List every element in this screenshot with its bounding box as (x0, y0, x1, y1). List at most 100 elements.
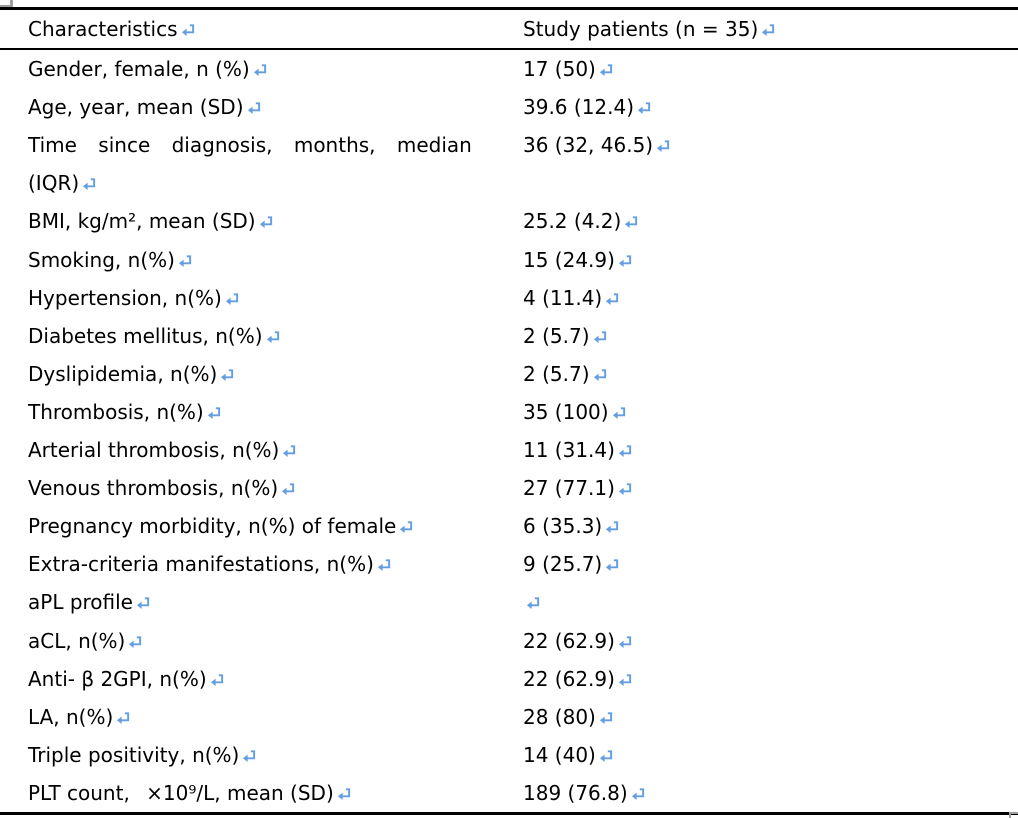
value-text: 4 (11.4) (523, 285, 603, 310)
paragraph-mark-icon (599, 750, 612, 762)
paragraph-mark-icon (618, 254, 632, 267)
characteristic-cell[interactable]: Time since diagnosis, months, median (IQR… (28, 126, 508, 202)
table-row: Triple positivity, n(%) 14 (40) (0, 736, 1018, 774)
characteristic-cell[interactable]: Hypertension, n(%) (28, 279, 508, 317)
header-label: Characteristics (28, 17, 178, 41)
characteristic-cell[interactable]: Age, year, mean (SD) (28, 88, 508, 126)
patient-characteristics-table: Characteristics Study patients (n = 35) … (0, 7, 1018, 815)
value-cell[interactable]: 25.2 (4.2) (523, 202, 1018, 240)
characteristic-label: Diabetes mellitus, n(%) (28, 323, 263, 348)
table-move-handle[interactable] (0, 0, 13, 8)
characteristic-cell[interactable]: BMI, kg/m², mean (SD) (28, 202, 508, 240)
value-text: 22 (62.9) (523, 666, 615, 691)
paragraph-mark-icon (337, 788, 350, 800)
value-cell[interactable]: 4 (11.4) (523, 279, 1018, 317)
paragraph-mark-icon (283, 445, 296, 457)
characteristic-cell[interactable]: Venous thrombosis, n(%) (28, 469, 508, 507)
paragraph-mark-icon (762, 24, 775, 36)
value-cell[interactable]: 36 (32, 46.5) (523, 126, 1018, 164)
value-cell[interactable]: 35 (100) (523, 393, 1018, 431)
characteristic-cell[interactable]: Pregnancy morbidity, n(%) of female (28, 507, 508, 545)
value-cell[interactable]: 15 (24.9) (523, 241, 1018, 279)
table-row: Venous thrombosis, n(%) 27 (77.1) (0, 469, 1018, 507)
paragraph-mark-icon (612, 407, 625, 419)
characteristic-cell[interactable]: Thrombosis, n(%) (28, 393, 508, 431)
characteristic-label: Dyslipidemia, n(%) (28, 361, 218, 386)
value-cell[interactable] (523, 583, 1018, 621)
characteristic-cell[interactable]: Extra-criteria manifestations, n(%) (28, 545, 508, 583)
characteristic-label: Arterial thrombosis, n(%) (28, 438, 280, 463)
header-label: Study patients (n = 35) (523, 17, 759, 41)
value-text: 22 (62.9) (523, 628, 615, 653)
value-cell[interactable]: 14 (40) (523, 736, 1018, 774)
characteristic-cell[interactable]: PLT count, ×10⁹/L, mean (SD) (28, 774, 508, 812)
characteristic-label: Age, year, mean (SD) (28, 95, 244, 120)
characteristic-label: Time since diagnosis, months, median (28, 133, 472, 158)
characteristic-label: PLT count, ×10⁹/L, mean (SD) (28, 780, 334, 805)
paragraph-mark-icon (247, 102, 260, 115)
characteristic-cell[interactable]: Diabetes mellitus, n(%) (28, 317, 508, 355)
table-row: PLT count, ×10⁹/L, mean (SD) 189 (76.8) (0, 774, 1018, 812)
value-text: 25.2 (4.2) (523, 209, 622, 234)
table-row: BMI, kg/m², mean (SD) 25.2 (4.2) (0, 202, 1018, 240)
table-row: Hypertension, n(%) 4 (11.4) (0, 279, 1018, 317)
characteristic-label: Venous thrombosis, n(%) (28, 476, 279, 501)
characteristic-cell[interactable]: Triple positivity, n(%) (28, 736, 508, 774)
table-row: aCL, n(%) 22 (62.9) (0, 622, 1018, 660)
characteristic-label: aPL profile (28, 590, 133, 615)
paragraph-mark-icon (637, 102, 651, 115)
value-cell[interactable]: 6 (35.3) (523, 507, 1018, 545)
table-header-row: Characteristics Study patients (n = 35) (0, 10, 1018, 51)
table-row: Arterial thrombosis, n(%) 11 (31.4) (0, 431, 1018, 469)
value-cell[interactable]: 2 (5.7) (523, 355, 1018, 393)
paragraph-mark-icon (117, 712, 130, 724)
table-body: Gender, female, n (%) 17 (50) Age, year,… (0, 50, 1018, 812)
paragraph-mark-icon (282, 483, 295, 496)
paragraph-mark-icon (606, 559, 619, 572)
characteristic-label: LA, n(%) (28, 704, 114, 729)
characteristic-cell[interactable]: Arterial thrombosis, n(%) (28, 431, 508, 469)
paragraph-mark-icon (657, 140, 670, 153)
paragraph-mark-icon (631, 788, 644, 800)
value-cell[interactable]: 39.6 (12.4) (523, 88, 1018, 126)
paragraph-mark-icon (625, 216, 638, 229)
characteristic-cell[interactable]: aPL profile (28, 583, 508, 621)
header-cell-characteristics[interactable]: Characteristics (28, 10, 508, 48)
table-row: Pregnancy morbidity, n(%) of female 6 (3… (0, 507, 1018, 545)
paragraph-mark-icon (599, 712, 612, 724)
value-text: 6 (35.3) (523, 514, 603, 539)
table-row: Time since diagnosis, months, median (IQR… (0, 126, 1018, 202)
table-row: Anti- β 2GPI, n(%) 22 (62.9) (0, 660, 1018, 698)
table-resize-handle[interactable] (1009, 812, 1018, 818)
characteristic-cell[interactable]: Dyslipidemia, n(%) (28, 355, 508, 393)
value-cell[interactable]: 2 (5.7) (523, 317, 1018, 355)
characteristic-label: Smoking, n(%) (28, 247, 175, 272)
value-text: 2 (5.7) (523, 323, 590, 348)
value-cell[interactable]: 9 (25.7) (523, 545, 1018, 583)
value-cell[interactable]: 189 (76.8) (523, 774, 1018, 812)
value-cell[interactable]: 17 (50) (523, 50, 1018, 88)
paragraph-mark-icon (181, 24, 194, 36)
value-cell[interactable]: 28 (80) (523, 698, 1018, 736)
paragraph-mark-icon (599, 64, 612, 77)
table-row: Gender, female, n (%) 17 (50) (0, 50, 1018, 88)
value-text: 11 (31.4) (523, 438, 615, 463)
characteristic-cell[interactable]: LA, n(%) (28, 698, 508, 736)
value-cell[interactable]: 22 (62.9) (523, 622, 1018, 660)
paragraph-mark-icon (243, 750, 256, 762)
value-cell[interactable]: 27 (77.1) (523, 469, 1018, 507)
paragraph-mark-icon (207, 407, 220, 419)
value-cell[interactable]: 11 (31.4) (523, 431, 1018, 469)
value-cell[interactable]: 22 (62.9) (523, 660, 1018, 698)
characteristic-label: Pregnancy morbidity, n(%) of female (28, 514, 397, 539)
characteristic-cell[interactable]: Anti- β 2GPI, n(%) (28, 660, 508, 698)
characteristic-cell[interactable]: aCL, n(%) (28, 622, 508, 660)
paragraph-mark-icon (593, 369, 606, 381)
characteristic-cell[interactable]: Smoking, n(%) (28, 241, 508, 279)
characteristic-cell[interactable]: Gender, female, n (%) (28, 50, 508, 88)
paragraph-mark-icon (606, 521, 619, 534)
header-cell-study-patients[interactable]: Study patients (n = 35) (523, 10, 1018, 48)
value-text: 28 (80) (523, 704, 596, 729)
paragraph-mark-icon (266, 331, 279, 343)
table-row: Extra-criteria manifestations, n(%) 9 (2… (0, 545, 1018, 583)
